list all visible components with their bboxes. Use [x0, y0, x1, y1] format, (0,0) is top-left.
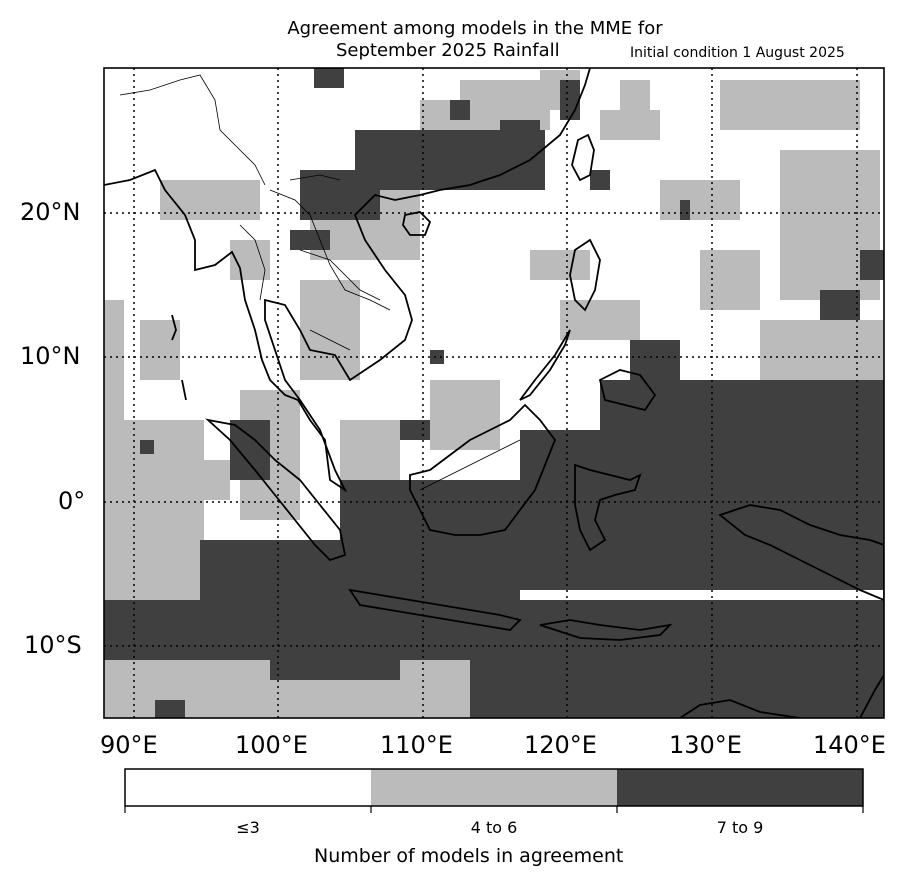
map-title: Agreement among models in the MME for	[287, 18, 663, 39]
lon-label-130e: 130°E	[669, 731, 742, 759]
lon-label-90e: 90°E	[100, 731, 158, 759]
lat-label-0: 0°	[58, 487, 86, 515]
lon-label-100e: 100°E	[235, 731, 308, 759]
colorbar-swatch-low	[125, 769, 371, 806]
map-frame	[103, 67, 885, 719]
lon-label-120e: 120°E	[524, 731, 597, 759]
lon-label-110e: 110°E	[380, 731, 453, 759]
colorbar-label-low: ≤3	[236, 818, 260, 837]
lat-label-10n: 10°N	[20, 342, 81, 370]
lon-label-140e: 140°E	[813, 731, 886, 759]
lat-label-20n: 20°N	[20, 198, 81, 226]
country-borders	[119, 74, 521, 491]
colorbar-label-mid: 4 to 6	[470, 818, 518, 837]
colorbar-label-high: 7 to 9	[716, 818, 764, 837]
lat-label-10s: 10°S	[24, 631, 82, 659]
high-agreement-areas	[104, 68, 884, 718]
colorbar	[124, 768, 864, 813]
colorbar-title: Number of models in agreement	[314, 845, 624, 867]
coastlines	[104, 68, 884, 718]
map-subtitle: September 2025 Rainfall	[336, 40, 560, 61]
colorbar-swatch-high	[617, 769, 863, 806]
graticule	[104, 68, 884, 718]
colorbar-swatch-mid	[371, 769, 617, 806]
initial-condition-note: Initial condition 1 August 2025	[630, 45, 845, 61]
